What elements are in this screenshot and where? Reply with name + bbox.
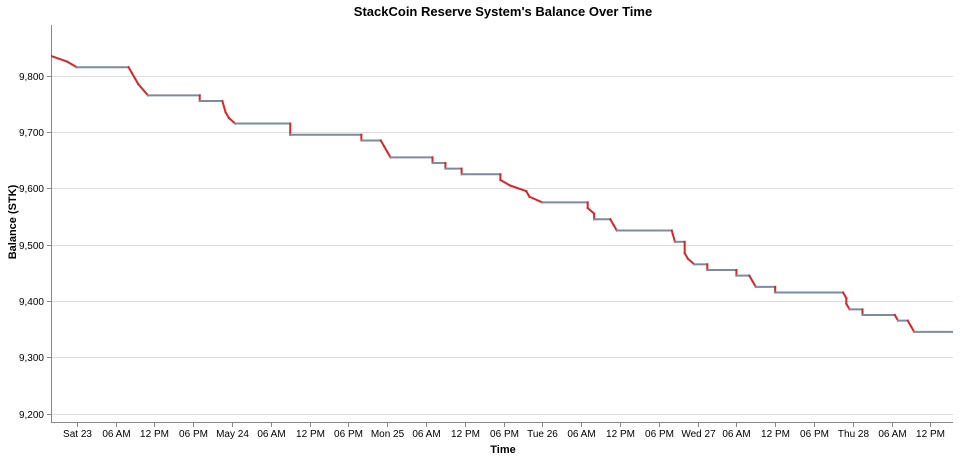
y-tick-label: 9,700 xyxy=(19,128,44,139)
balance-drop-segment xyxy=(608,217,615,227)
balance-drop-segment xyxy=(499,178,512,187)
y-tick-label: 9,600 xyxy=(19,184,44,195)
y-tick-label: 9,300 xyxy=(19,353,44,364)
x-tick-label: Wed 27 xyxy=(681,429,716,440)
balance-drop-segment xyxy=(65,60,79,69)
balance-drop-segment xyxy=(127,65,134,75)
x-tick-label: 06 AM xyxy=(102,429,130,440)
x-tick-label: Thu 28 xyxy=(838,429,870,440)
x-tick-label: Tue 26 xyxy=(527,429,558,440)
axes: 9,200 9,300 9,400 9,500 9,600 9,700 9,800 Sat 2… xyxy=(19,25,953,440)
chart-title: StackCoin Reserve System's Balance Over … xyxy=(354,4,652,19)
balance-drop-segment xyxy=(382,144,389,154)
x-tick-label: 12 PM xyxy=(606,429,635,440)
balance-drop-segment xyxy=(683,251,690,261)
y-tick-label: 9,200 xyxy=(19,410,44,421)
x-tick-label: 12 PM xyxy=(296,429,325,440)
y-tick-label: 9,800 xyxy=(19,72,44,83)
balance-drop-segment xyxy=(133,77,140,86)
balance-drop-segment xyxy=(747,274,754,283)
x-tick-label: Sat 23 xyxy=(63,429,92,440)
x-tick-label: 12 PM xyxy=(761,429,790,440)
x-tick-label: 06 PM xyxy=(490,429,519,440)
balance-drop-segment xyxy=(528,195,544,204)
series-group xyxy=(51,54,953,334)
balance-drop-segment xyxy=(508,184,528,193)
x-tick-label: 06 AM xyxy=(567,429,595,440)
balance-drop-segment xyxy=(686,257,696,266)
balance-drop-segment xyxy=(221,99,227,114)
x-tick-label: 12 PM xyxy=(140,429,169,440)
x-tick-label: May 24 xyxy=(216,429,249,440)
balance-drop-segment xyxy=(379,139,386,148)
y-axis-title: Balance (STK) xyxy=(7,184,19,259)
x-tick-label: 06 AM xyxy=(412,429,440,440)
balance-drop-segment xyxy=(670,229,677,244)
y-tick-label: 9,500 xyxy=(19,241,44,252)
balance-drop-segment xyxy=(136,82,150,97)
balance-drop-segment xyxy=(906,319,913,328)
x-tick-label: 06 AM xyxy=(257,429,285,440)
balance-drop-segment xyxy=(224,110,231,120)
balance-drop-segment xyxy=(227,116,237,125)
balance-drop-segment xyxy=(51,54,69,63)
x-tick-label: 06 AM xyxy=(722,429,750,440)
y-tick-label: 9,400 xyxy=(19,297,44,308)
x-tick-label: 06 PM xyxy=(334,429,363,440)
x-tick-label: 12 PM xyxy=(916,429,945,440)
balance-drop-segment xyxy=(586,206,596,216)
x-tick-label: 06 PM xyxy=(800,429,829,440)
x-axis-title: Time xyxy=(490,444,515,456)
x-tick-label: Mon 25 xyxy=(371,429,405,440)
x-tick-label: 06 PM xyxy=(179,429,208,440)
balance-drop-segment xyxy=(130,71,137,80)
x-tick-label: 06 PM xyxy=(645,429,674,440)
x-tick-label: 06 AM xyxy=(878,429,906,440)
series-layer xyxy=(51,54,953,334)
x-tick-label: 12 PM xyxy=(451,429,480,440)
gridlines xyxy=(51,76,953,415)
